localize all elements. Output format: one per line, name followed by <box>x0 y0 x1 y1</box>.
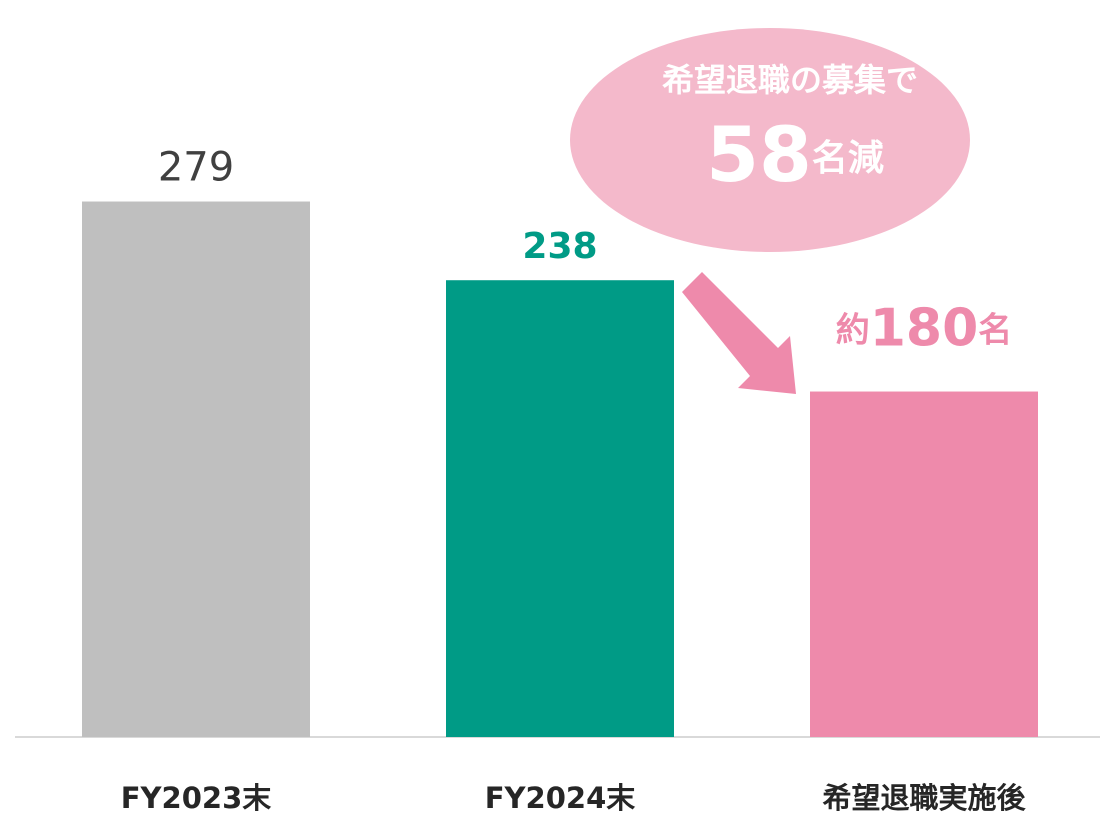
arrow <box>682 272 796 394</box>
value-label: 238 <box>522 226 597 267</box>
bar <box>82 201 310 737</box>
bar <box>810 391 1038 737</box>
bar <box>446 280 674 737</box>
value-label: 約180名 <box>836 299 1013 359</box>
callout-text: 希望退職の募集で <box>662 61 918 99</box>
callout-amount: 58名減 <box>706 110 884 199</box>
value-label: 279 <box>158 145 234 191</box>
x-tick-label: FY2023末 <box>121 781 272 815</box>
x-tick-label: FY2024末 <box>485 781 636 815</box>
callout-bubble <box>570 28 970 252</box>
x-tick-label: 希望退職実施後 <box>822 781 1026 815</box>
